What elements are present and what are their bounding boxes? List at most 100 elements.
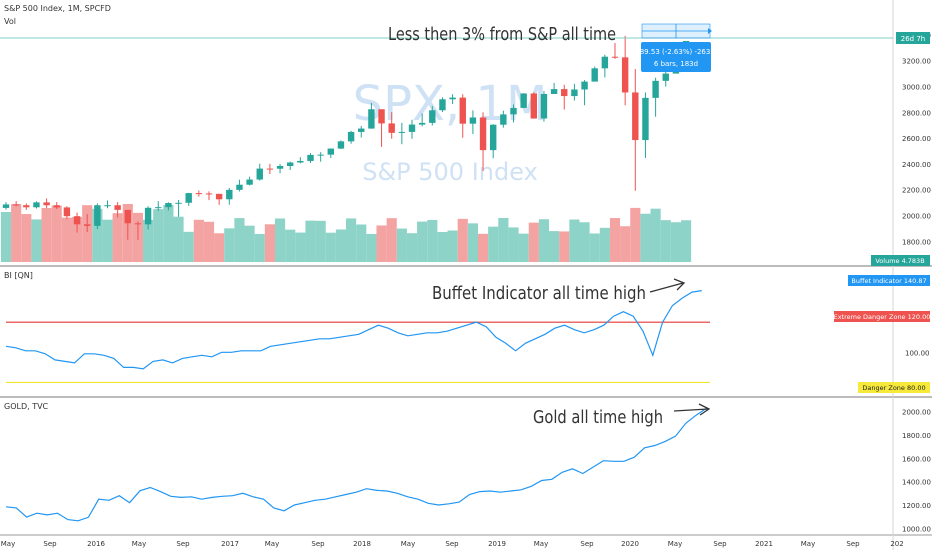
volume-bar xyxy=(498,218,509,262)
candle-body[interactable] xyxy=(43,202,50,206)
candle-body[interactable] xyxy=(226,189,233,200)
candle-body[interactable] xyxy=(469,117,477,124)
price-axis-label: 3000.00 xyxy=(902,84,931,92)
buffet-indicator-pane[interactable]: 100.00 xyxy=(5,290,930,384)
volume-bar xyxy=(153,209,164,262)
volume-bar xyxy=(325,232,336,262)
candle-body[interactable] xyxy=(104,205,111,207)
candle-body[interactable] xyxy=(571,89,578,97)
candle-body[interactable] xyxy=(236,184,243,190)
annotation-spx[interactable]: Less then 3% from S&P all time xyxy=(388,24,616,45)
candle-body[interactable] xyxy=(246,179,253,185)
candle-body[interactable] xyxy=(33,202,40,208)
candle-body[interactable] xyxy=(490,124,497,151)
candle-body[interactable] xyxy=(185,193,192,203)
symbol-title[interactable]: S&P 500 Index, 1M, SPCFD xyxy=(4,4,111,13)
arrow-gold[interactable] xyxy=(673,403,711,416)
candle-body[interactable] xyxy=(124,209,131,224)
price-axes[interactable]: 3400.003200.003000.002800.002600.002400.… xyxy=(902,32,931,246)
candle-body[interactable] xyxy=(256,168,263,180)
gold-pane[interactable]: 2000.00 1800.00 1600.00 1400.00 1200.00 1000.… xyxy=(5,407,931,533)
volume-label[interactable]: Vol xyxy=(4,17,16,26)
volume-bar xyxy=(264,224,275,262)
time-axis-label: 2020 xyxy=(621,540,639,548)
candle-body[interactable] xyxy=(601,56,609,69)
candle-body[interactable] xyxy=(500,114,507,125)
candle-body[interactable] xyxy=(449,97,456,100)
time-axis-label: May xyxy=(534,540,548,548)
gold-axis-label: 1600.00 xyxy=(902,455,931,463)
candle-body[interactable] xyxy=(205,193,213,195)
candle-body[interactable] xyxy=(388,123,395,133)
annotation-gold[interactable]: Gold all time high xyxy=(533,407,663,428)
candle-body[interactable] xyxy=(540,94,548,119)
candle-body[interactable] xyxy=(215,193,223,200)
candle-body[interactable] xyxy=(550,89,558,94)
candle-body[interactable] xyxy=(398,131,406,133)
bi-axis-label: 100.00 xyxy=(905,349,930,357)
candle-body[interactable] xyxy=(510,107,517,115)
candle-body[interactable] xyxy=(429,110,436,123)
candle-body[interactable] xyxy=(114,205,121,210)
candle-body[interactable] xyxy=(287,162,294,166)
candle-body[interactable] xyxy=(652,80,659,98)
candlestick-series[interactable] xyxy=(2,35,690,241)
candle-body[interactable] xyxy=(561,89,568,97)
candle-body[interactable] xyxy=(327,148,334,155)
candle-body[interactable] xyxy=(23,205,30,208)
time-axis-label: Sep xyxy=(176,540,190,548)
candle-body[interactable] xyxy=(591,68,598,82)
candle-body[interactable] xyxy=(520,93,527,108)
gold-line[interactable] xyxy=(5,407,707,522)
volume-bar xyxy=(356,224,367,262)
arrow-bi[interactable] xyxy=(649,278,686,293)
candle-body[interactable] xyxy=(581,81,588,90)
candle-body[interactable] xyxy=(144,207,152,225)
volume-bar xyxy=(244,225,255,262)
candle-body[interactable] xyxy=(53,205,60,208)
candle-body[interactable] xyxy=(63,207,71,217)
candle-body[interactable] xyxy=(307,154,314,161)
candle-body[interactable] xyxy=(378,109,385,124)
candle-body[interactable] xyxy=(276,166,284,169)
measure-tool[interactable]: -89.53 (-2.63%) -2633 6 bars, 183d xyxy=(637,23,715,72)
candle-body[interactable] xyxy=(266,168,274,170)
annotation-bi[interactable]: Buffet Indicator all time high xyxy=(432,283,646,304)
candle-body[interactable] xyxy=(459,97,466,124)
candle-body[interactable] xyxy=(134,223,142,225)
candle-body[interactable] xyxy=(418,122,426,125)
candle-body[interactable] xyxy=(73,216,81,225)
gold-pane-title[interactable]: GOLD, TVC xyxy=(4,402,49,411)
candle-body[interactable] xyxy=(94,205,101,226)
bi-pane-title[interactable]: BI [QN] xyxy=(4,271,33,280)
candle-body[interactable] xyxy=(155,207,162,209)
candle-body[interactable] xyxy=(358,128,365,132)
candle-body[interactable] xyxy=(195,193,203,195)
candle-body[interactable] xyxy=(297,160,304,163)
candle-body[interactable] xyxy=(175,202,182,204)
candle-body[interactable] xyxy=(337,141,345,149)
candle-body[interactable] xyxy=(479,117,487,151)
volume-bars xyxy=(0,204,692,262)
candle-body[interactable] xyxy=(347,131,355,142)
time-axis-label: 2018 xyxy=(353,540,371,548)
candle-body[interactable] xyxy=(439,99,446,111)
candle-body[interactable] xyxy=(317,154,324,156)
candle-body[interactable] xyxy=(408,124,416,132)
candle-body[interactable] xyxy=(662,73,669,81)
candle-body[interactable] xyxy=(84,224,91,226)
candle-body[interactable] xyxy=(165,203,172,208)
candle-body[interactable] xyxy=(642,97,649,141)
time-axis[interactable]: May Sep 2016 May Sep 2017 May Sep 2018 May Sep 2019… xyxy=(1,540,904,548)
candle-body[interactable] xyxy=(2,204,10,208)
candle-body[interactable] xyxy=(632,92,639,141)
candle-body[interactable] xyxy=(611,56,619,58)
volume-bar xyxy=(31,219,42,262)
buffet-indicator-line[interactable] xyxy=(5,290,702,370)
candle-body[interactable] xyxy=(368,109,375,129)
candle-body[interactable] xyxy=(621,57,629,93)
candle-body[interactable] xyxy=(530,93,537,119)
volume-bar xyxy=(214,233,225,262)
candle-body[interactable] xyxy=(12,204,20,206)
